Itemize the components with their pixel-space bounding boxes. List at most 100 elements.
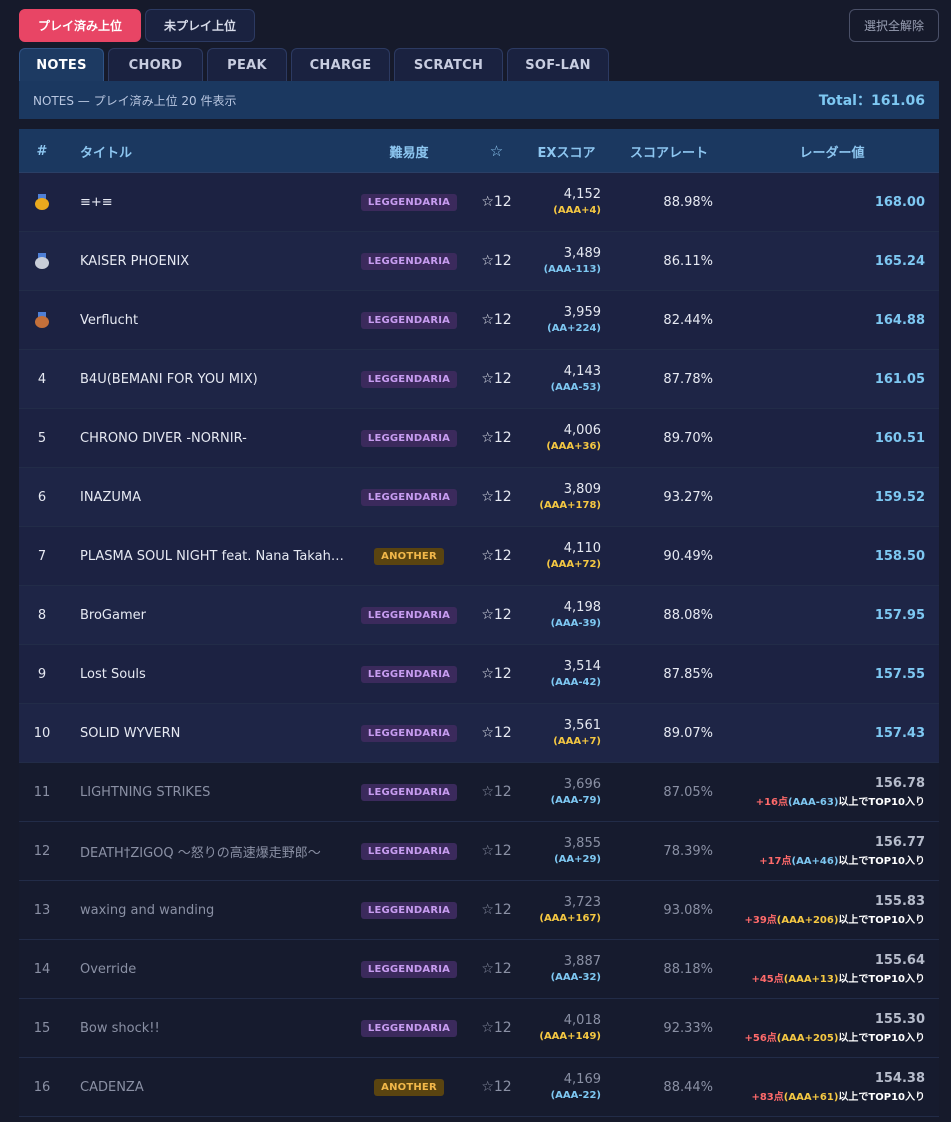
ex-score: 3,723 xyxy=(563,895,601,910)
total-value: Total：161.06 xyxy=(818,93,925,109)
ex-score-cell: 3,514 (AAA-42) xyxy=(519,645,601,703)
table-row[interactable]: 13 waxing and wanding LEGGENDARIA ☆12 3,723 (… xyxy=(19,881,939,940)
table-row[interactable]: 6 INAZUMA LEGGENDARIA ☆12 3,809 (AAA+178) 93.2… xyxy=(19,468,939,527)
level-value: ☆12 xyxy=(481,961,512,977)
rank-cell: 4 xyxy=(37,371,47,387)
rank-cell: 12 xyxy=(33,843,51,859)
radar-cell: 154.38 +83点(AAA+61)以上でTOP10入り xyxy=(719,1058,925,1116)
rank-cell: 8 xyxy=(37,607,47,623)
score-rate: 88.08% xyxy=(663,607,713,623)
difficulty-cell: LEGGENDARIA xyxy=(359,291,459,349)
col-difficulty[interactable]: 難易度 xyxy=(389,145,429,161)
level-value: ☆12 xyxy=(481,902,512,918)
difficulty-cell: LEGGENDARIA xyxy=(359,763,459,821)
tab-notes[interactable]: NOTES xyxy=(19,48,104,81)
played-top-button[interactable]: プレイ済み上位 xyxy=(19,9,141,42)
ex-score-cell: 3,696 (AAA-79) xyxy=(519,763,601,821)
ex-score-cell: 3,723 (AAA+167) xyxy=(519,881,601,939)
ex-score: 4,143 xyxy=(563,364,601,379)
top10-requirement: +56点(AAA+205)以上でTOP10入り xyxy=(745,1029,926,1044)
table-row[interactable]: KAISER PHOENIX LEGGENDARIA ☆12 3,489 (AAA-11… xyxy=(19,232,939,291)
col-title[interactable]: タイトル xyxy=(80,145,133,161)
difficulty-cell: LEGGENDARIA xyxy=(359,999,459,1057)
table-row[interactable]: 4 B4U(BEMANI FOR YOU MIX) LEGGENDARIA ☆12 4,… xyxy=(19,350,939,409)
score-rate: 93.27% xyxy=(663,489,713,505)
difficulty-cell: LEGGENDARIA xyxy=(359,350,459,408)
tab-chord[interactable]: CHORD xyxy=(108,48,203,81)
rank-cell: 16 xyxy=(33,1079,51,1095)
difficulty-badge: LEGGENDARIA xyxy=(360,724,458,742)
difficulty-badge: LEGGENDARIA xyxy=(360,960,458,978)
top10-requirement: +17点(AA+46)以上でTOP10入り xyxy=(759,852,925,867)
table-row[interactable]: Verflucht LEGGENDARIA ☆12 3,959 (AA+224) 82.4… xyxy=(19,291,939,350)
song-title: Lost Souls xyxy=(80,666,146,682)
score-rate: 88.98% xyxy=(663,194,713,210)
table-row[interactable]: 9 Lost Souls LEGGENDARIA ☆12 3,514 (AAA-42) 87… xyxy=(19,645,939,704)
level-value: ☆12 xyxy=(481,430,512,446)
table-row[interactable]: ≡+≡ LEGGENDARIA ☆12 4,152 (AAA+4) 88.98% 168.0… xyxy=(19,173,939,232)
ex-score: 4,110 xyxy=(563,541,601,556)
rank-cell: 10 xyxy=(33,725,51,741)
ex-score-cell: 3,561 (AAA+7) xyxy=(519,704,601,762)
ex-score-cell: 3,887 (AAA-32) xyxy=(519,940,601,998)
radar-cell: 160.51 xyxy=(719,409,925,467)
ex-score: 4,198 xyxy=(563,600,601,615)
col-level[interactable]: ☆ xyxy=(489,142,504,160)
tab-charge[interactable]: CHARGE xyxy=(291,48,390,81)
difficulty-badge: LEGGENDARIA xyxy=(360,370,458,388)
requirement-suffix: 以上でTOP10入り xyxy=(838,797,925,808)
bronze-medal-icon xyxy=(35,312,49,328)
tab-sof-lan[interactable]: SOF-LAN xyxy=(507,48,609,81)
ex-grade: (AAA-113) xyxy=(543,264,601,275)
medal-ribbon xyxy=(38,253,46,259)
table-row[interactable]: 7 PLASMA SOUL NIGHT feat. Nana Takah… ANOT… xyxy=(19,527,939,586)
table-row[interactable]: 8 BroGamer LEGGENDARIA ☆12 4,198 (AAA-39) 88.0… xyxy=(19,586,939,645)
tab-scratch[interactable]: SCRATCH xyxy=(394,48,503,81)
ex-score-cell: 3,489 (AAA-113) xyxy=(519,232,601,290)
difficulty-badge: LEGGENDARIA xyxy=(360,1019,458,1037)
col-radar[interactable]: レーダー値 xyxy=(799,145,865,161)
table-row[interactable]: 14 Override LEGGENDARIA ☆12 3,887 (AAA-32) 88.… xyxy=(19,940,939,999)
radar-cell: 161.05 xyxy=(719,350,925,408)
table-body: ≡+≡ LEGGENDARIA ☆12 4,152 (AAA+4) 88.98% 168.0… xyxy=(19,173,939,1117)
requirement-suffix: 以上でTOP10入り xyxy=(838,1033,925,1044)
needed-grade: (AA+46) xyxy=(791,856,839,867)
top10-requirement: +39点(AAA+206)以上でTOP10入り xyxy=(745,911,926,926)
ex-grade: (AAA+167) xyxy=(539,913,601,924)
needed-points: +83点 xyxy=(751,1092,784,1103)
medal-disc xyxy=(35,198,49,210)
ex-score-cell: 4,018 (AAA+149) xyxy=(519,999,601,1057)
table-row[interactable]: 5 CHRONO DIVER -NORNIR- LEGGENDARIA ☆12 4,00… xyxy=(19,409,939,468)
tab-peak[interactable]: PEAK xyxy=(207,48,287,81)
score-rate: 93.08% xyxy=(663,902,713,918)
song-title: Bow shock!! xyxy=(80,1020,160,1036)
ex-score-cell: 4,169 (AAA-22) xyxy=(519,1058,601,1116)
difficulty-cell: LEGGENDARIA xyxy=(359,586,459,644)
unplayed-top-button[interactable]: 未プレイ上位 xyxy=(145,9,255,42)
difficulty-badge: LEGGENDARIA xyxy=(360,193,458,211)
difficulty-badge: ANOTHER xyxy=(374,547,444,565)
level-value: ☆12 xyxy=(481,312,512,328)
table-row[interactable]: 16 CADENZA ANOTHER ☆12 4,169 (AAA-22) 88.44% 15… xyxy=(19,1058,939,1117)
col-ex-score[interactable]: EXスコア xyxy=(537,145,596,161)
ex-grade: (AA+224) xyxy=(547,323,601,334)
medal-ribbon xyxy=(38,312,46,318)
level-value: ☆12 xyxy=(481,371,512,387)
radar-cell: 156.77 +17点(AA+46)以上でTOP10入り xyxy=(719,822,925,880)
rank-cell: 13 xyxy=(33,902,51,918)
radar-value: 158.50 xyxy=(874,548,925,564)
score-rate: 89.70% xyxy=(663,430,713,446)
col-score-rate[interactable]: スコアレート xyxy=(629,145,708,161)
score-rate: 88.18% xyxy=(663,961,713,977)
difficulty-cell: LEGGENDARIA xyxy=(359,409,459,467)
table-row[interactable]: 15 Bow shock!! LEGGENDARIA ☆12 4,018 (AAA+149… xyxy=(19,999,939,1058)
rank-cell xyxy=(19,232,65,290)
table-row[interactable]: 11 LIGHTNING STRIKES LEGGENDARIA ☆12 3,696 (A… xyxy=(19,763,939,822)
table-row[interactable]: 12 DEATH†ZIGOQ 〜怒りの高速爆走野郎〜 LEGGENDARIA ☆12 3… xyxy=(19,822,939,881)
song-title: CHRONO DIVER -NORNIR- xyxy=(80,430,247,446)
score-rate: 89.07% xyxy=(663,725,713,741)
table-row[interactable]: 10 SOLID WYVERN LEGGENDARIA ☆12 3,561 (AAA+7)… xyxy=(19,704,939,763)
difficulty-cell: LEGGENDARIA xyxy=(359,232,459,290)
ex-grade: (AAA+4) xyxy=(553,205,601,216)
clear-all-button[interactable]: 選択全解除 xyxy=(849,9,939,42)
